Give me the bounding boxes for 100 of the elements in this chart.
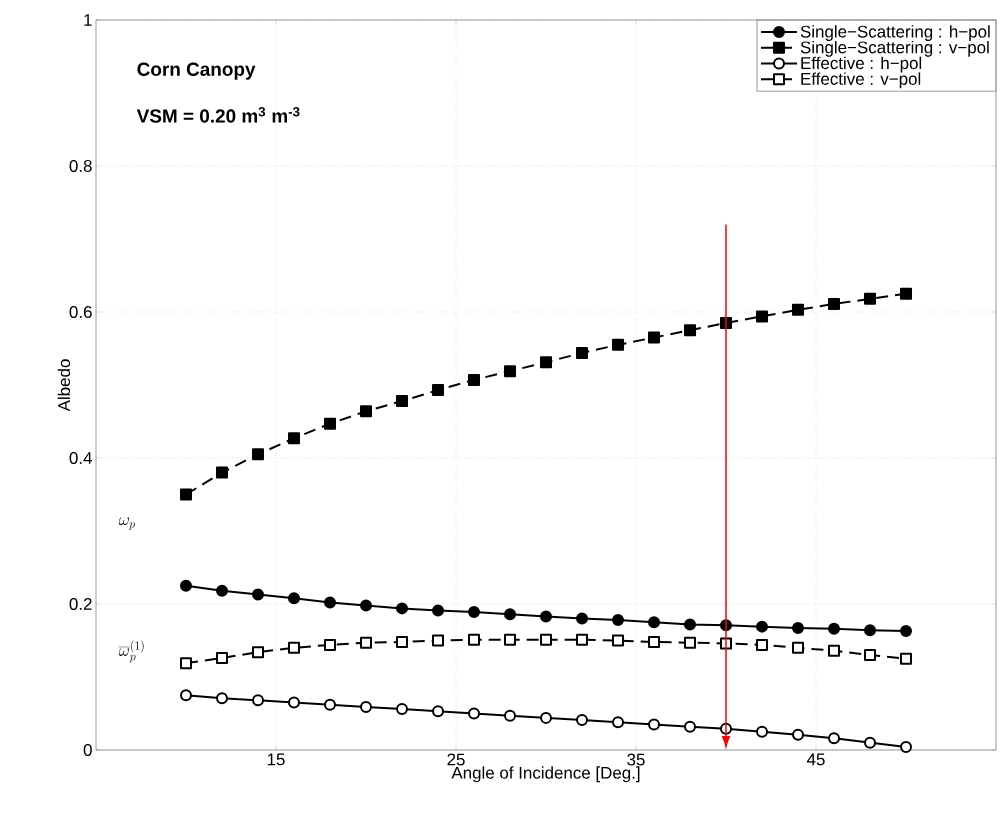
point bbox=[324, 417, 336, 430]
point bbox=[576, 346, 588, 359]
y-tick-label: 0.8 bbox=[69, 159, 92, 172]
y-tick-label: 0 bbox=[83, 744, 92, 756]
point bbox=[900, 652, 913, 665]
point bbox=[684, 324, 697, 337]
point bbox=[432, 634, 444, 647]
point bbox=[468, 606, 480, 619]
point bbox=[864, 292, 877, 305]
point bbox=[288, 592, 300, 605]
legend-label: Single−Scattering : v−pol bbox=[800, 40, 989, 57]
point bbox=[684, 720, 697, 733]
point bbox=[432, 384, 444, 397]
point bbox=[756, 310, 769, 323]
point bbox=[756, 638, 769, 651]
point bbox=[432, 604, 444, 617]
point bbox=[612, 338, 625, 351]
point bbox=[288, 641, 300, 654]
point bbox=[648, 616, 661, 629]
legend-label: Single−Scattering : h−pol bbox=[800, 25, 990, 41]
y-tick-label: 0.2 bbox=[69, 598, 92, 610]
annotation: Corn Canopy bbox=[137, 62, 256, 80]
annotation: VSM = 0.20 m$^{3}$ m$^{-3}$ bbox=[136, 107, 300, 123]
x-tick-label: 15 bbox=[267, 753, 285, 766]
legend-label: Effective : h−pol bbox=[801, 56, 922, 73]
point bbox=[288, 432, 300, 445]
point bbox=[684, 636, 697, 649]
x-tick-label: 45 bbox=[806, 753, 825, 766]
point bbox=[468, 633, 480, 646]
point bbox=[792, 303, 805, 316]
annotation: $\omega_p$ bbox=[118, 517, 135, 530]
point bbox=[792, 641, 805, 654]
point bbox=[396, 635, 408, 648]
point bbox=[504, 709, 516, 722]
point bbox=[180, 488, 192, 501]
point bbox=[828, 644, 841, 657]
point bbox=[252, 646, 264, 659]
point bbox=[288, 696, 300, 709]
point bbox=[504, 608, 516, 621]
point bbox=[864, 624, 877, 637]
point bbox=[432, 705, 444, 718]
point bbox=[180, 579, 192, 592]
point bbox=[900, 741, 913, 754]
point bbox=[252, 588, 264, 601]
point bbox=[540, 610, 552, 623]
point bbox=[468, 707, 480, 720]
point bbox=[396, 703, 408, 716]
point bbox=[504, 633, 516, 646]
point bbox=[756, 620, 769, 633]
annotation: $\overline{\omega}_p^{(1)}$ bbox=[118, 640, 144, 663]
point bbox=[900, 625, 913, 638]
point bbox=[900, 287, 913, 300]
point bbox=[360, 405, 372, 418]
x-axis-title: Angle of Incidence [Deg.] bbox=[451, 766, 640, 783]
x-tick-label: 35 bbox=[627, 753, 645, 766]
point bbox=[576, 714, 588, 727]
point bbox=[216, 692, 228, 705]
point bbox=[180, 689, 192, 702]
y-tick-label: 0.4 bbox=[69, 452, 92, 464]
point bbox=[540, 356, 552, 369]
point bbox=[324, 638, 336, 651]
point bbox=[648, 635, 661, 648]
y-axis-title: Albedo bbox=[57, 359, 71, 412]
y-tick-label: 0.6 bbox=[69, 306, 92, 318]
point bbox=[216, 652, 228, 665]
point bbox=[756, 725, 769, 738]
point bbox=[252, 694, 264, 707]
legend-label: Effective : v−pol bbox=[801, 72, 921, 89]
point bbox=[612, 634, 625, 647]
point bbox=[252, 448, 264, 461]
point bbox=[828, 732, 841, 745]
point bbox=[648, 331, 661, 344]
point bbox=[360, 599, 372, 612]
point bbox=[864, 649, 877, 662]
point bbox=[180, 657, 192, 670]
point bbox=[612, 614, 625, 627]
point bbox=[396, 395, 408, 408]
x-tick-label: 25 bbox=[447, 753, 465, 766]
point bbox=[540, 633, 552, 646]
point bbox=[396, 602, 408, 615]
point bbox=[864, 736, 877, 749]
point bbox=[216, 466, 228, 479]
point bbox=[504, 365, 516, 378]
point bbox=[576, 633, 588, 646]
point bbox=[684, 618, 697, 631]
point bbox=[648, 718, 661, 731]
point bbox=[792, 728, 805, 741]
point bbox=[576, 612, 588, 625]
point bbox=[324, 698, 336, 711]
point bbox=[612, 716, 625, 729]
point bbox=[360, 700, 372, 713]
point bbox=[792, 622, 805, 635]
point bbox=[360, 636, 372, 649]
point bbox=[540, 711, 552, 724]
point bbox=[216, 584, 228, 597]
point bbox=[828, 622, 841, 635]
point bbox=[324, 596, 336, 609]
point bbox=[828, 297, 841, 310]
y-tick-label: 1 bbox=[84, 14, 92, 26]
point bbox=[468, 373, 480, 386]
